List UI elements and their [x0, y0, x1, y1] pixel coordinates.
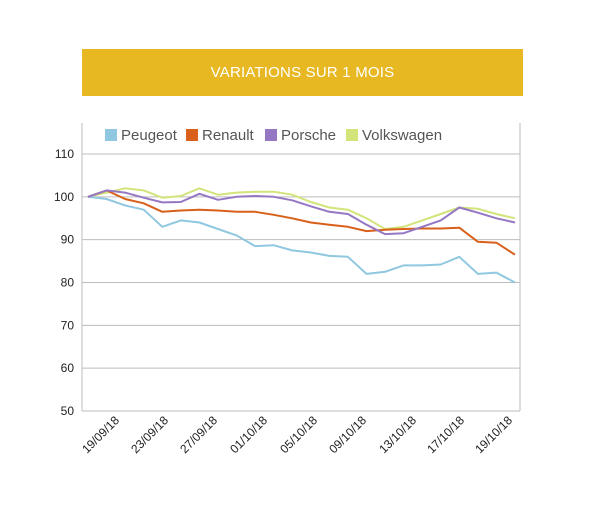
y-tick-label: 50: [61, 404, 75, 418]
legend-swatch-renault: [186, 129, 198, 141]
legend-swatch-porsche: [265, 129, 277, 141]
legend-swatch-peugeot: [105, 129, 117, 141]
series-line-renault: [87, 189, 516, 256]
x-tick-label: 13/10/18: [376, 413, 419, 456]
legend-label-renault: Renault: [202, 127, 255, 144]
series-line-porsche: [87, 189, 516, 236]
legend-label-volkswagen: Volkswagen: [362, 127, 442, 144]
y-tick-label: 80: [61, 276, 75, 290]
y-tick-label: 90: [61, 233, 75, 247]
x-tick-label: 17/10/18: [424, 413, 467, 456]
x-tick-label: 01/10/18: [227, 413, 270, 456]
x-tick-label: 19/09/18: [79, 413, 122, 456]
legend-label-porsche: Porsche: [281, 127, 336, 144]
x-tick-label: 23/09/18: [128, 413, 171, 456]
x-tick-label: 05/10/18: [277, 413, 320, 456]
x-tick-label: 09/10/18: [326, 413, 369, 456]
x-tick-labels: 19/09/18 23/09/18 27/09/18 01/10/18 05/10/18…: [79, 413, 515, 456]
y-tick-label: 110: [55, 147, 74, 161]
axes: [81, 123, 521, 412]
grid-lines: [82, 153, 520, 369]
y-tick-label: 70: [61, 318, 75, 332]
legend-swatch-volkswagen: [346, 129, 358, 141]
x-tick-label: 19/10/18: [472, 413, 515, 456]
legend-label-peugeot: Peugeot: [121, 127, 178, 144]
x-tick-label: 27/09/18: [177, 413, 220, 456]
series-line-volkswagen: [87, 187, 516, 230]
legend: Peugeot Renault Porsche Volkswagen: [105, 127, 442, 144]
y-tick-label: 100: [54, 190, 74, 204]
series-lines: [87, 187, 516, 284]
chart-title: VARIATIONS SUR 1 MOIS: [210, 64, 395, 81]
chart-title-banner: VARIATIONS SUR 1 MOIS: [82, 49, 523, 96]
series-line-peugeot: [87, 195, 516, 284]
y-tick-labels: 50 60 70 80 90 100 110: [54, 147, 74, 418]
y-tick-label: 60: [61, 361, 75, 375]
